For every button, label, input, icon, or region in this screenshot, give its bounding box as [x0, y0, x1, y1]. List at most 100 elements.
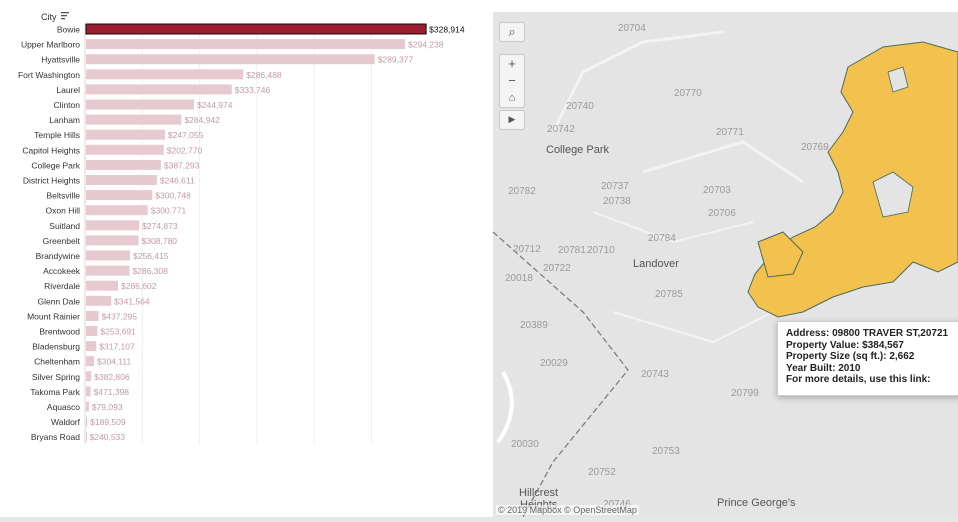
zoom-in-button[interactable]: +: [508, 56, 516, 71]
data-label: $300,771: [151, 206, 187, 216]
data-label: $244,974: [197, 100, 233, 110]
bar[interactable]: [86, 295, 112, 306]
category-label[interactable]: Greenbelt: [43, 236, 81, 246]
category-label[interactable]: Beltsville: [46, 191, 80, 201]
zip-label: 20706: [708, 208, 736, 219]
bar[interactable]: [86, 280, 119, 291]
category-label[interactable]: Cheltenham: [34, 357, 80, 367]
zip-label: 20781: [558, 245, 586, 256]
data-label: $308,780: [142, 236, 178, 246]
category-label[interactable]: Lanham: [49, 115, 80, 125]
category-label[interactable]: Capitol Heights: [22, 145, 80, 155]
data-label: $202,770: [167, 145, 203, 155]
category-label[interactable]: Bowie: [57, 25, 80, 35]
sort-icon[interactable]: [61, 12, 69, 20]
category-label[interactable]: Hyattsville: [41, 55, 80, 65]
bar[interactable]: [86, 144, 164, 155]
bar[interactable]: [86, 356, 95, 367]
category-label[interactable]: Fort Washington: [18, 70, 80, 80]
category-label[interactable]: Mount Rainier: [27, 311, 80, 321]
bar[interactable]: [86, 371, 92, 382]
zip-label: 20782: [508, 186, 536, 197]
zip-label: 20722: [543, 263, 571, 274]
bar[interactable]: [86, 220, 140, 231]
category-label[interactable]: Clinton: [54, 100, 81, 110]
data-label: $304,111: [97, 357, 131, 367]
category-label[interactable]: Takoma Park: [30, 387, 80, 397]
zip-label: 20710: [587, 245, 615, 256]
tooltip-size: Property Size (sq ft.): 2,662: [786, 351, 915, 363]
category-label[interactable]: Brandywine: [36, 251, 81, 261]
bar[interactable]: [86, 205, 148, 216]
category-label[interactable]: Bryans Road: [31, 432, 80, 442]
data-label: $286,602: [121, 281, 157, 291]
category-label[interactable]: Accokeek: [43, 266, 81, 276]
bar[interactable]: [86, 265, 130, 276]
data-label: $471,398: [94, 387, 130, 397]
bar[interactable]: [86, 416, 88, 427]
zip-label: 20703: [703, 185, 731, 196]
zoom-controls: + − ⌂: [499, 54, 525, 108]
bar[interactable]: [86, 341, 97, 352]
bar[interactable]: [86, 159, 161, 170]
category-label[interactable]: Brentwood: [39, 327, 80, 337]
tooltip-details-link[interactable]: For more details, use this link:: [786, 374, 931, 386]
bar[interactable]: [86, 114, 182, 125]
zip-label: 20753: [652, 446, 680, 457]
bar[interactable]: [86, 326, 98, 336]
data-label: $284,942: [184, 115, 220, 125]
zip-label: 20771: [716, 127, 744, 138]
bar[interactable]: [86, 401, 89, 412]
category-label[interactable]: Glenn Dale: [37, 296, 80, 306]
category-label[interactable]: Oxon Hill: [46, 206, 81, 216]
bar[interactable]: [86, 235, 139, 246]
home-icon[interactable]: ⌂: [508, 91, 516, 104]
bar[interactable]: [86, 310, 99, 321]
data-label: $253,691: [100, 327, 136, 337]
zip-label: 20030: [511, 439, 539, 450]
zip-label: 20752: [588, 467, 616, 478]
category-label[interactable]: Aquasco: [47, 402, 80, 412]
bar[interactable]: [86, 129, 165, 140]
bar[interactable]: [86, 431, 87, 442]
bar[interactable]: [86, 190, 153, 201]
map-search-button[interactable]: ⌕: [499, 22, 525, 42]
zip-label: 20799: [731, 388, 759, 399]
data-label: $387,293: [164, 160, 200, 170]
zip-label: 20784: [648, 233, 676, 244]
map-tools-button[interactable]: ▶: [499, 110, 525, 130]
category-label[interactable]: College Park: [31, 160, 80, 170]
search-icon: ⌕: [508, 23, 516, 39]
zip-label: 20770: [674, 88, 702, 99]
data-label: $341,564: [114, 296, 150, 306]
bar[interactable]: [86, 69, 244, 80]
data-label: $317,107: [99, 342, 135, 352]
category-label[interactable]: Bladensburg: [32, 342, 80, 352]
bar[interactable]: [86, 386, 91, 397]
zoom-out-button[interactable]: −: [508, 73, 516, 88]
category-label[interactable]: Laurel: [56, 85, 80, 95]
data-label: $286,488: [246, 70, 282, 80]
category-label[interactable]: Upper Marlboro: [21, 40, 80, 50]
data-label: $274,873: [142, 221, 178, 231]
category-label[interactable]: Silver Spring: [32, 372, 80, 382]
category-label[interactable]: District Heights: [23, 176, 80, 186]
horizontal-scrollbar[interactable]: [0, 517, 958, 522]
category-label[interactable]: Suitland: [49, 221, 80, 231]
bar[interactable]: [86, 39, 405, 50]
data-label: $240,533: [90, 432, 126, 442]
map-view[interactable]: 20704 20770 20740 20742 20771 20769 20782 20737…: [493, 12, 958, 517]
bar[interactable]: [86, 99, 195, 110]
field-header[interactable]: City: [41, 12, 57, 22]
bar[interactable]: [86, 54, 375, 65]
bar[interactable]: [86, 175, 157, 185]
zip-label: 20712: [513, 244, 541, 255]
bar[interactable]: [85, 23, 427, 35]
category-label[interactable]: Temple Hills: [34, 130, 80, 140]
category-label[interactable]: Riverdale: [44, 281, 80, 291]
place-label: Prince George's: [717, 497, 796, 509]
map-canvas: [493, 30, 958, 517]
bar[interactable]: [86, 84, 232, 95]
bar[interactable]: [86, 250, 131, 261]
category-label[interactable]: Waldorf: [51, 417, 81, 427]
